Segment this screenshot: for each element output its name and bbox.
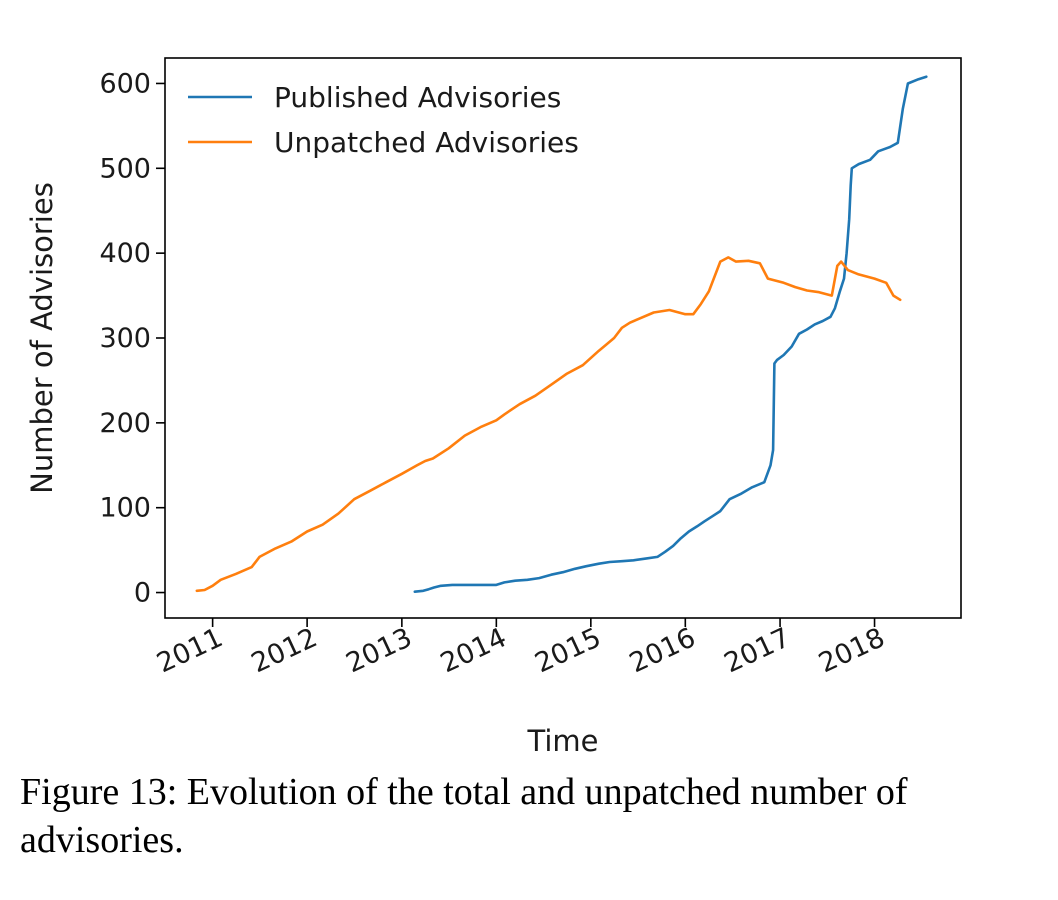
series-line-unpatched xyxy=(195,256,902,593)
x-tick-label: 2015 xyxy=(530,622,605,679)
y-tick-label: 200 xyxy=(99,408,151,439)
x-tick-label: 2013 xyxy=(341,622,416,679)
y-tick-label: 0 xyxy=(134,578,151,609)
y-tick-label: 600 xyxy=(99,68,151,99)
plot-series xyxy=(195,75,928,594)
legend-label-unpatched: Unpatched Advisories xyxy=(274,126,579,159)
y-tick-label: 300 xyxy=(99,323,151,354)
x-tick-label: 2018 xyxy=(814,622,889,679)
advisories-line-chart: 0 100 200 300 400 500 600 2011 2012 2013 2014 2015 2… xyxy=(25,57,962,758)
x-tick-label: 2014 xyxy=(436,622,511,679)
figure-caption: Figure 13: Evolution of the total and un… xyxy=(20,771,908,861)
x-axis-title: Time xyxy=(527,724,599,758)
x-tick-label: 2012 xyxy=(247,622,322,679)
x-tick-label: 2016 xyxy=(625,622,700,679)
legend: Published Advisories Unpatched Advisorie… xyxy=(188,81,579,159)
y-axis-title: Number of Advisories xyxy=(25,182,59,494)
y-tick-label: 400 xyxy=(99,238,151,269)
axis-ticks: 0 100 200 300 400 500 600 2011 2012 2013 2014 2015 2… xyxy=(99,68,889,679)
x-tick-label: 2017 xyxy=(720,622,795,679)
x-tick-label: 2011 xyxy=(152,622,227,679)
y-tick-label: 100 xyxy=(99,493,151,524)
y-tick-label: 500 xyxy=(99,153,151,184)
series-line-published xyxy=(413,75,928,594)
legend-label-published: Published Advisories xyxy=(274,81,561,114)
